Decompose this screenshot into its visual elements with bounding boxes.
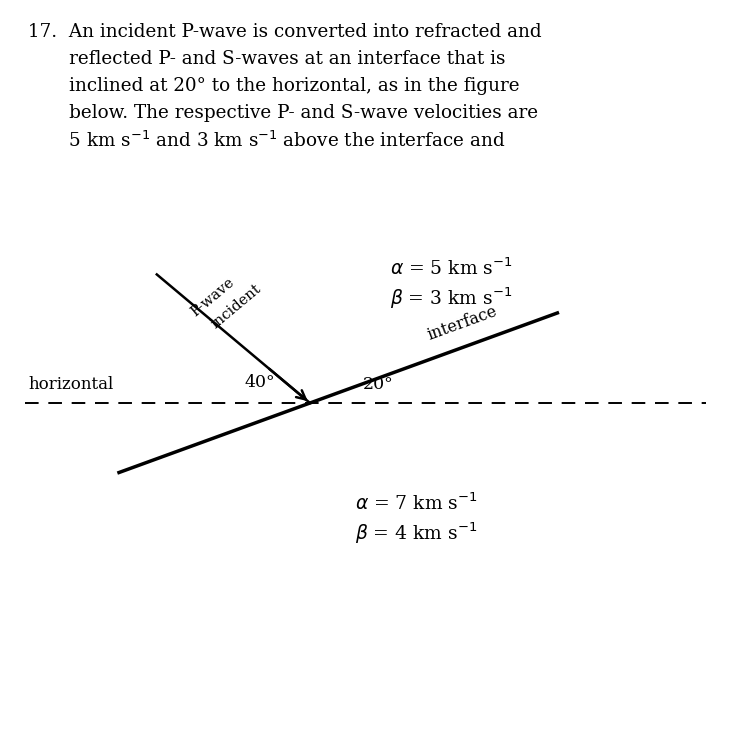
Text: 17.  An incident P-wave is converted into refracted and: 17. An incident P-wave is converted into…	[28, 23, 542, 41]
Text: P-wave: P-wave	[188, 275, 238, 319]
Text: 5 km s$^{-1}$ and 3 km s$^{-1}$ above the interface and: 5 km s$^{-1}$ and 3 km s$^{-1}$ above th…	[28, 131, 506, 151]
Text: inclined at 20° to the horizontal, as in the figure: inclined at 20° to the horizontal, as in…	[28, 77, 520, 95]
Text: below. The respective P- and S-wave velocities are: below. The respective P- and S-wave velo…	[28, 104, 538, 122]
Text: $\beta$ = 3 km s$^{-1}$: $\beta$ = 3 km s$^{-1}$	[390, 286, 512, 311]
Text: $\beta$ = 4 km s$^{-1}$: $\beta$ = 4 km s$^{-1}$	[355, 520, 478, 545]
Text: interface: interface	[425, 303, 500, 344]
Text: $\alpha$ = 5 km s$^{-1}$: $\alpha$ = 5 km s$^{-1}$	[390, 258, 513, 279]
Text: 20°: 20°	[363, 376, 393, 393]
Text: reflected P- and S-waves at an interface that is: reflected P- and S-waves at an interface…	[28, 50, 506, 68]
Text: 40°: 40°	[244, 374, 275, 391]
Text: $\alpha$ = 7 km s$^{-1}$: $\alpha$ = 7 km s$^{-1}$	[355, 492, 478, 514]
Text: horizontal: horizontal	[28, 376, 113, 393]
Text: incident: incident	[208, 281, 263, 331]
